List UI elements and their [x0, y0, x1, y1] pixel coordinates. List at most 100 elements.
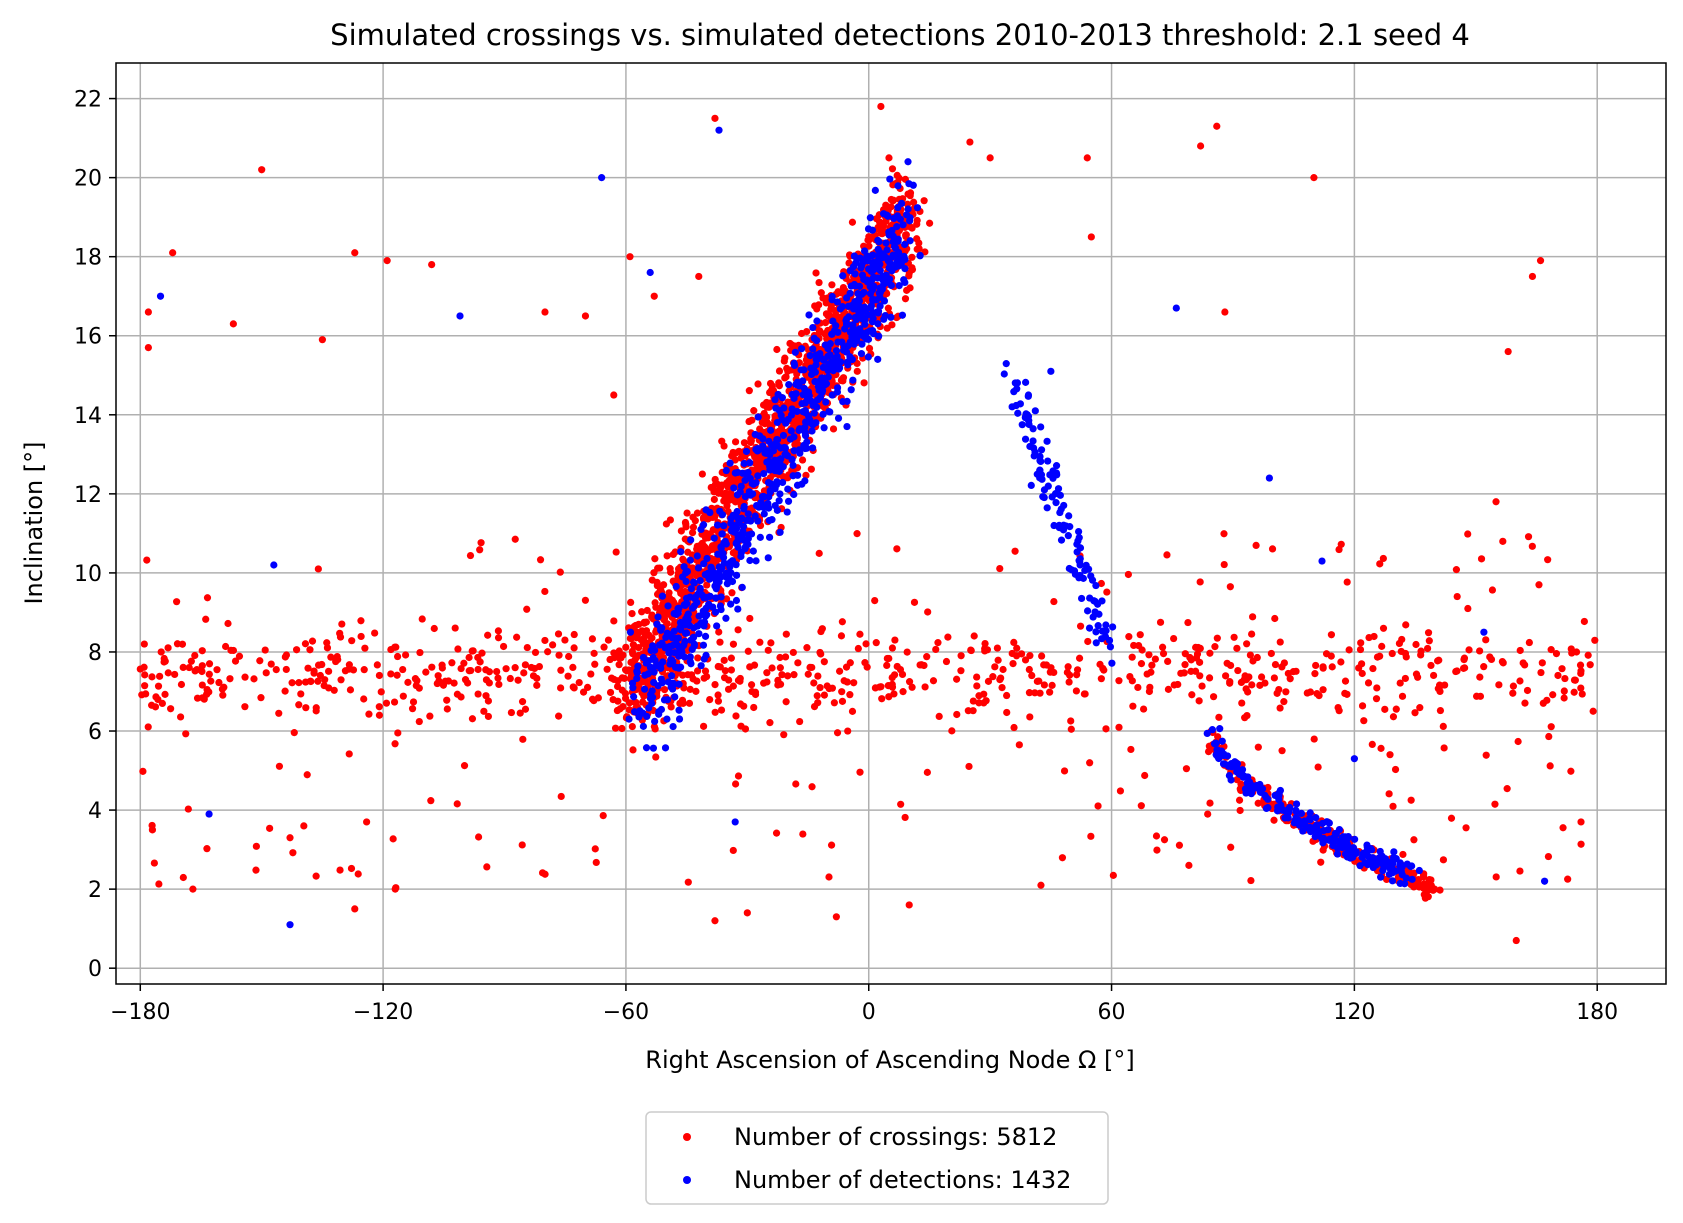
scatter-point	[1028, 671, 1036, 680]
scatter-point	[693, 545, 701, 553]
scatter-point	[1572, 648, 1581, 656]
scatter-point	[736, 674, 744, 683]
y-tick-label: 8	[88, 641, 102, 666]
scatter-point	[1419, 873, 1428, 881]
scatter-point	[1377, 873, 1385, 881]
scatter-point	[1055, 521, 1063, 529]
scatter-point	[966, 138, 974, 146]
scatter-point	[730, 484, 738, 492]
scatter-point	[292, 646, 301, 654]
scatter-point	[1195, 697, 1203, 705]
scatter-point	[1222, 672, 1230, 680]
scatter-point	[855, 295, 863, 304]
scatter-point	[1279, 806, 1287, 814]
scatter-point	[715, 489, 723, 497]
scatter-point	[883, 654, 891, 663]
scatter-point	[1083, 154, 1091, 162]
scatter-point	[750, 407, 758, 415]
scatter-point	[874, 355, 882, 363]
scatter-point	[148, 673, 156, 681]
scatter-point	[1243, 711, 1251, 720]
scatter-point	[184, 805, 192, 813]
scatter-point	[1429, 671, 1438, 680]
scatter-point	[1356, 645, 1365, 654]
scatter-point	[1441, 681, 1449, 689]
scatter-point	[695, 612, 703, 620]
scatter-point	[1175, 841, 1184, 849]
scatter-point	[651, 599, 659, 607]
scatter-point	[788, 455, 796, 464]
scatter-point	[499, 642, 508, 651]
scatter-point	[742, 447, 751, 456]
scatter-point	[1350, 755, 1358, 763]
scatter-point	[430, 624, 438, 633]
scatter-point	[830, 699, 838, 707]
scatter-point	[874, 223, 882, 231]
scatter-point	[801, 432, 810, 440]
scatter-point	[839, 272, 847, 280]
scatter-point	[727, 514, 735, 523]
scatter-point	[1292, 667, 1300, 675]
scatter-point	[969, 697, 977, 705]
scatter-point	[753, 447, 762, 455]
scatter-point	[1060, 501, 1068, 510]
scatter-point	[781, 374, 789, 382]
scatter-point	[443, 705, 451, 713]
scatter-point	[182, 730, 190, 738]
scatter-point	[1220, 530, 1228, 538]
scatter-point	[1319, 663, 1327, 671]
scatter-point	[448, 659, 456, 667]
scatter-point	[819, 410, 827, 418]
scatter-point	[1181, 661, 1189, 669]
scatter-point	[1003, 708, 1011, 717]
scatter-point	[771, 502, 779, 510]
scatter-point	[629, 746, 637, 754]
scatter-point	[614, 677, 622, 685]
scatter-point	[1003, 691, 1011, 700]
scatter-point	[658, 679, 667, 687]
scatter-point	[1084, 565, 1093, 573]
scatter-point	[732, 712, 740, 720]
scatter-point	[1261, 791, 1269, 799]
scatter-point	[827, 301, 835, 310]
scatter-point	[1329, 834, 1337, 842]
scatter-point	[1396, 679, 1404, 687]
scatter-point	[1054, 485, 1063, 493]
scatter-point	[825, 873, 833, 881]
scatter-point	[221, 642, 230, 651]
scatter-point	[1076, 622, 1085, 630]
scatter-point	[575, 678, 583, 687]
scatter-point	[771, 456, 779, 464]
scatter-point	[1106, 643, 1115, 651]
scatter-point	[1048, 493, 1056, 501]
scatter-point	[780, 731, 788, 739]
scatter-point	[1580, 617, 1588, 626]
scatter-point	[993, 644, 1001, 652]
scatter-point	[766, 379, 775, 388]
scatter-point	[662, 633, 670, 642]
scatter-point	[451, 624, 459, 632]
scatter-point	[1435, 656, 1443, 664]
scatter-point	[345, 665, 353, 673]
scatter-point	[882, 253, 890, 262]
scatter-point	[389, 835, 397, 843]
scatter-point	[789, 648, 797, 657]
scatter-point	[663, 696, 672, 704]
scatter-point	[772, 829, 781, 837]
scatter-point	[307, 677, 315, 686]
scatter-point	[711, 917, 719, 925]
scatter-point	[899, 688, 907, 696]
scatter-point	[675, 680, 683, 688]
scatter-point	[275, 762, 284, 770]
scatter-point	[850, 679, 858, 687]
scatter-point	[810, 679, 818, 687]
legend-marker-detections	[683, 1176, 691, 1184]
scatter-point	[1012, 652, 1021, 660]
scatter-point	[934, 639, 942, 647]
scatter-point	[740, 536, 748, 545]
scatter-point	[812, 355, 820, 364]
scatter-point	[157, 648, 165, 656]
scatter-point	[1097, 579, 1105, 588]
scatter-point	[844, 727, 852, 735]
scatter-point	[842, 348, 851, 356]
